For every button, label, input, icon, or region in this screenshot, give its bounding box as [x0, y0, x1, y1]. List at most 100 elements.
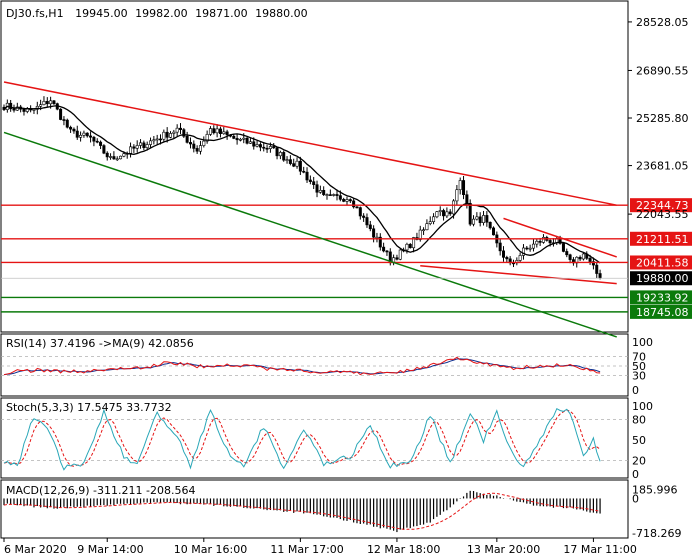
macd-tick-label: 185.996 [632, 483, 678, 496]
current-price-tag [630, 271, 692, 286]
candle [288, 155, 292, 166]
candle [89, 131, 93, 143]
y-tick-label: 26890.55 [636, 64, 689, 77]
candle-body [295, 160, 299, 167]
candle-body [348, 199, 352, 202]
candle [345, 196, 349, 205]
candle [285, 156, 289, 164]
candle [59, 108, 63, 121]
candle-body [185, 135, 189, 143]
candle [218, 126, 222, 138]
x-tick-label: 17 Mar 11:00 [563, 543, 636, 556]
candle [162, 129, 166, 143]
macd-title: MACD(12,26,9) -311.211 -208.564 [6, 484, 195, 497]
stoch-tick-label: 20 [632, 454, 646, 467]
rsi-tick-label: 0 [632, 384, 639, 397]
candle-body [591, 261, 595, 266]
support-level-label: 18745.08 [636, 306, 689, 319]
candle-body [82, 132, 86, 136]
resistance-level-tag [630, 255, 692, 270]
candle-body [315, 184, 319, 193]
candle-body [568, 254, 572, 260]
candle [472, 215, 476, 227]
candle-body [85, 132, 89, 137]
support-level-label: 19233.92 [636, 291, 689, 304]
candle [62, 116, 66, 126]
candle [395, 254, 399, 261]
candle-body [501, 250, 505, 258]
candle [132, 144, 136, 153]
candle-body [205, 134, 209, 142]
candle-body [478, 216, 482, 223]
candle [501, 246, 505, 262]
candle-body [382, 246, 386, 252]
candle-body [292, 163, 296, 167]
candle-body [242, 137, 246, 140]
candle-body [442, 210, 446, 217]
candle [212, 125, 216, 135]
candle-body [435, 211, 439, 218]
candle-body [598, 273, 602, 279]
candle [565, 248, 569, 258]
candle-body [332, 194, 336, 196]
candle-body [548, 240, 552, 244]
candle-body [105, 152, 109, 158]
candle [119, 155, 123, 160]
candle-body [455, 189, 459, 202]
axes: 22344.73 21211.51 20411.58 19233.92 18745.08… [3, 16, 692, 556]
candle [175, 124, 179, 137]
candle [129, 142, 133, 158]
candle [292, 158, 296, 168]
candle [195, 145, 199, 154]
candle [458, 177, 462, 195]
candle-body [418, 229, 422, 240]
candle-body [565, 251, 569, 256]
candle-body [425, 223, 429, 231]
candle-body [362, 215, 366, 218]
candle-body [462, 180, 466, 195]
candle-body [561, 243, 565, 252]
x-tick-label: 10 Mar 16:00 [174, 543, 247, 556]
candle [185, 131, 189, 144]
candle-body [485, 215, 489, 223]
stoch-tick-label: 0 [632, 468, 639, 481]
stoch-tick-label: 80 [632, 414, 646, 427]
candle-body [52, 100, 56, 104]
candle [475, 212, 479, 221]
candle [332, 193, 336, 197]
candle [15, 102, 19, 111]
candle [265, 144, 269, 153]
candle [488, 221, 492, 230]
candle [95, 138, 99, 144]
candle [435, 210, 439, 219]
candle [192, 140, 196, 153]
candle-body [372, 228, 376, 238]
candle-body [408, 243, 412, 249]
rsi-main-line [3, 356, 601, 376]
candle [72, 127, 76, 134]
current-price-label: 19880.00 [636, 272, 689, 285]
candle [112, 151, 116, 160]
candle-body [308, 179, 312, 182]
candle-body [218, 128, 222, 134]
candle-body [245, 137, 249, 144]
candle-body [172, 131, 176, 134]
candle [398, 249, 402, 261]
candle-body [142, 142, 146, 148]
candle [428, 216, 432, 226]
candle [578, 255, 582, 262]
candle [102, 144, 106, 155]
candle [382, 242, 386, 253]
candle [445, 207, 449, 218]
candle-body [135, 145, 139, 149]
x-tick-label: 6 Mar 2020 [4, 543, 67, 556]
resistance-trendline [3, 81, 617, 206]
candle [65, 118, 69, 129]
macd-panel [0, 479, 629, 539]
candle-body [132, 146, 136, 149]
rsi-panel [0, 333, 629, 397]
x-tick-label: 13 Mar 20:00 [467, 543, 540, 556]
candle [92, 135, 96, 147]
candle [505, 255, 509, 263]
